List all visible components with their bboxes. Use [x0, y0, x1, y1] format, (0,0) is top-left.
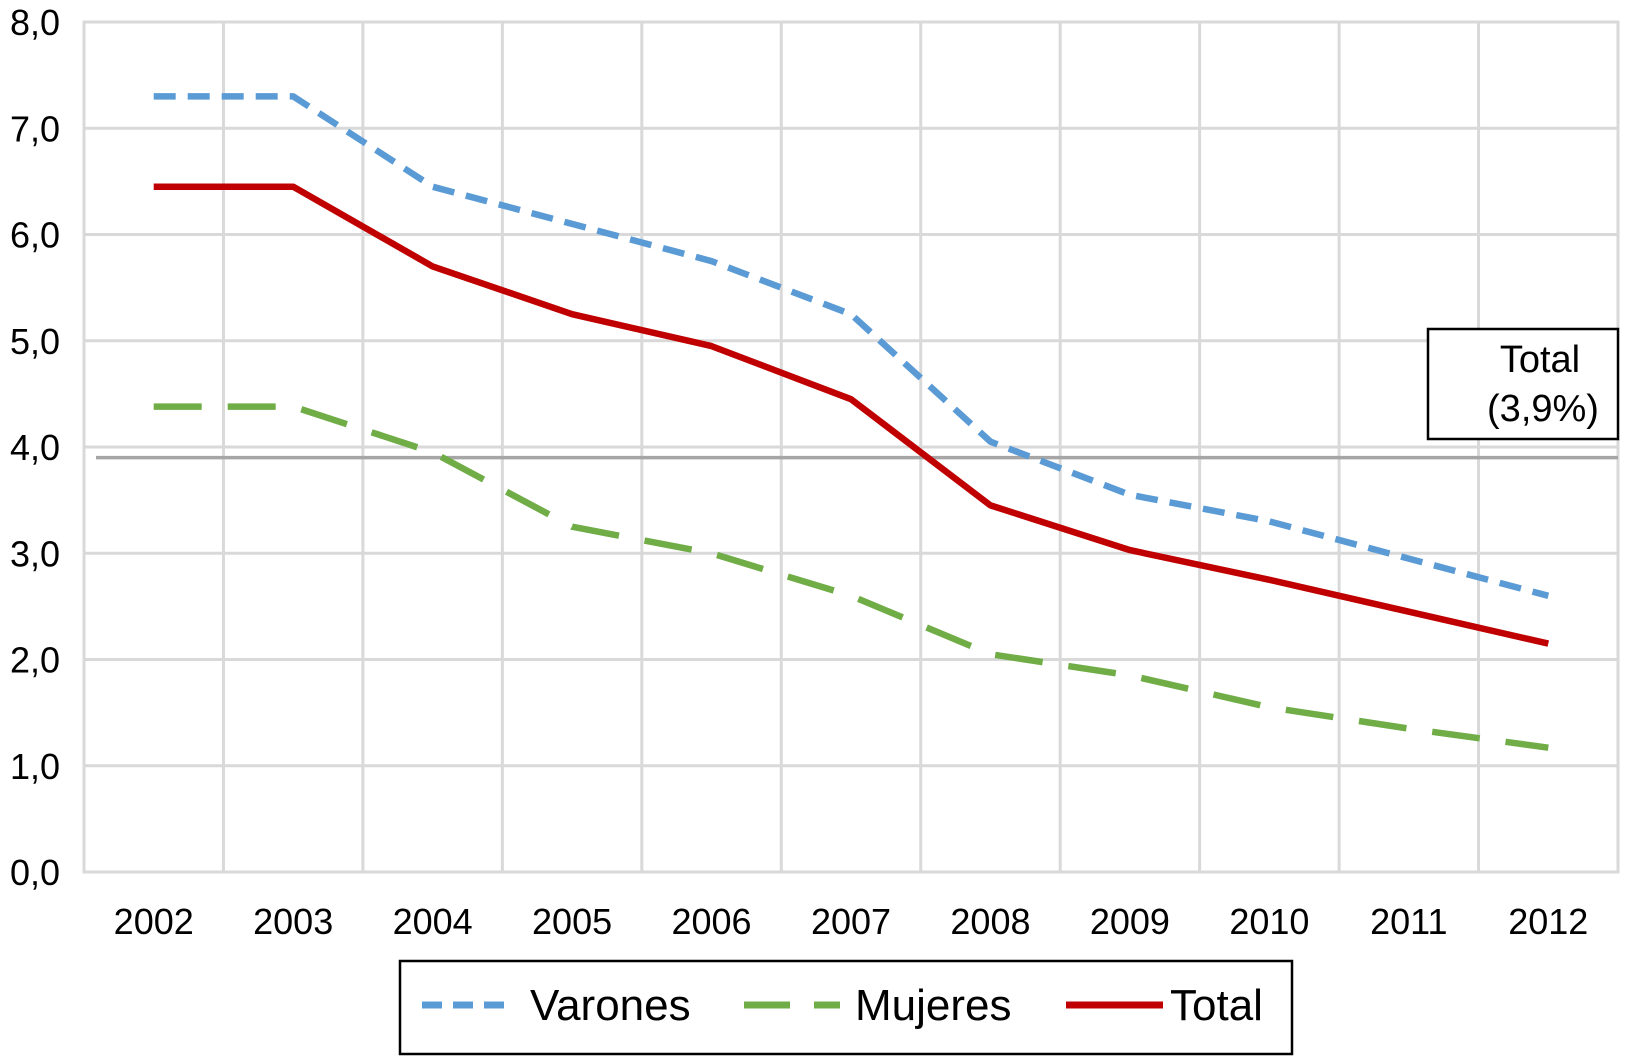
x-tick-label: 2009 [1090, 901, 1170, 942]
reference-annotation: Total (3,9%) [1426, 327, 1620, 441]
y-axis-ticks: 0,0 1,0 2,0 3,0 4,0 5,0 6,0 7,0 8,0 [10, 2, 60, 893]
series-line-varones [153, 93, 1550, 599]
reference-annotation-value: (3,9%) [1487, 388, 1599, 430]
grid [82, 20, 1620, 874]
x-tick-label: 2010 [1229, 901, 1309, 942]
series-line-total [153, 183, 1550, 647]
series-line-mujeres [153, 403, 1549, 751]
x-tick-label: 2004 [393, 901, 473, 942]
series-group [153, 93, 1550, 751]
legend-label-varones: Varones [530, 981, 691, 1030]
y-tick-label: 2,0 [10, 640, 60, 681]
x-tick-label: 2005 [532, 901, 612, 942]
x-axis-ticks: 2002 2003 2004 2005 2006 2007 2008 2009 2010 2011… [114, 901, 1589, 942]
x-tick-label: 2003 [253, 901, 333, 942]
x-tick-label: 2011 [1370, 901, 1447, 942]
x-tick-label: 2007 [811, 901, 891, 942]
reference-annotation-label: Total [1500, 339, 1580, 381]
x-tick-label: 2012 [1508, 901, 1588, 942]
y-tick-label: 7,0 [10, 108, 60, 149]
y-tick-label: 0,0 [10, 852, 60, 893]
legend: Varones Mujeres Total [398, 959, 1294, 1056]
legend-label-total: Total [1170, 981, 1263, 1030]
y-tick-label: 6,0 [10, 215, 60, 256]
y-tick-label: 4,0 [10, 427, 60, 468]
y-tick-label: 8,0 [10, 2, 60, 43]
legend-label-mujeres: Mujeres [855, 981, 1012, 1030]
y-tick-label: 1,0 [10, 746, 60, 787]
x-tick-label: 2006 [671, 901, 751, 942]
reference-annotation-box [1426, 327, 1620, 441]
y-tick-label: 3,0 [10, 533, 60, 574]
x-tick-label: 2002 [114, 901, 194, 942]
x-tick-label: 2008 [950, 901, 1030, 942]
y-tick-label: 5,0 [10, 321, 60, 362]
